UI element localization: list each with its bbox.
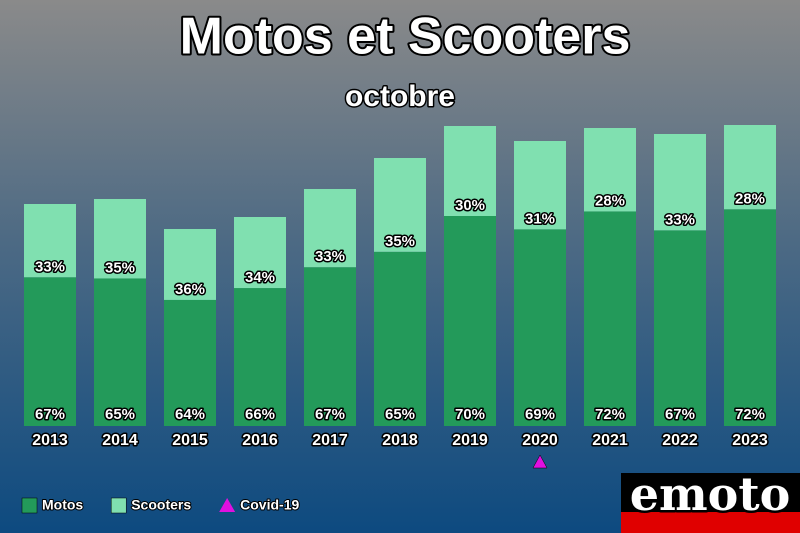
x-tick-label: 2019 (452, 432, 488, 449)
bar-segment (374, 251, 426, 426)
chart-title: Motos et Scooters (180, 8, 631, 66)
bar-segment (584, 128, 636, 212)
bar-segment (724, 125, 776, 210)
value-label: 30% (455, 197, 485, 214)
value-label: 64% (175, 406, 205, 423)
legend-label: Scooters (131, 497, 191, 513)
x-tick-label: 2016 (242, 432, 278, 449)
value-label: 28% (595, 192, 625, 209)
bar-segment (654, 230, 706, 426)
x-tick-label: 2015 (172, 432, 208, 449)
logo: emoto (621, 465, 800, 533)
legend-swatch (110, 497, 127, 514)
value-label: 67% (665, 406, 695, 423)
bar-segment (654, 134, 706, 231)
value-label: 70% (455, 406, 485, 423)
bar-segment (304, 189, 356, 268)
x-tick-label: 2021 (592, 432, 628, 449)
x-tick-label: 2020 (522, 432, 558, 449)
value-label: 35% (105, 259, 135, 276)
x-tick-label: 2018 (382, 432, 418, 449)
bar-segment (24, 204, 76, 278)
x-tick-label: 2014 (102, 432, 138, 449)
value-label: 35% (385, 233, 415, 250)
bar-segment (164, 299, 216, 426)
legend-marker (219, 498, 236, 512)
bar-segment (234, 217, 286, 289)
logo-band (621, 512, 800, 533)
legend-label: Motos (42, 497, 83, 513)
logo-text: emoto (630, 467, 791, 521)
x-tick-label: 2017 (312, 432, 348, 449)
bar-segment (724, 209, 776, 426)
value-label: 28% (735, 190, 765, 207)
bar-segment (94, 278, 146, 426)
value-label: 69% (525, 406, 555, 423)
value-label: 72% (735, 406, 765, 423)
bar-segment (234, 288, 286, 426)
value-label: 66% (245, 406, 275, 423)
bar-segment (514, 141, 566, 230)
bar-segment (24, 277, 76, 426)
value-label: 33% (665, 211, 695, 228)
value-label: 33% (35, 258, 65, 275)
bar-segment (444, 126, 496, 216)
bar-segment (444, 216, 496, 426)
bar-segment (514, 229, 566, 426)
x-tick-label: 2022 (662, 432, 698, 449)
value-label: 65% (105, 406, 135, 423)
value-label: 67% (35, 406, 65, 423)
bar-segment (164, 229, 216, 300)
value-label: 34% (245, 269, 275, 286)
value-label: 67% (315, 406, 345, 423)
bar-segment (584, 211, 636, 426)
annotation-marker (532, 454, 548, 469)
value-label: 72% (595, 406, 625, 423)
value-label: 65% (385, 406, 415, 423)
bar-segment (374, 158, 426, 252)
value-label: 36% (175, 281, 205, 298)
value-label: 33% (315, 248, 345, 265)
chart-subtitle: octobre (345, 80, 455, 113)
legend-swatch (21, 497, 38, 514)
x-tick-label: 2023 (732, 432, 768, 449)
legend-label: Covid-19 (240, 497, 299, 513)
x-tick-label: 2013 (32, 432, 68, 449)
bar-segment (94, 199, 146, 279)
value-label: 31% (525, 210, 555, 227)
bar-segment (304, 267, 356, 426)
